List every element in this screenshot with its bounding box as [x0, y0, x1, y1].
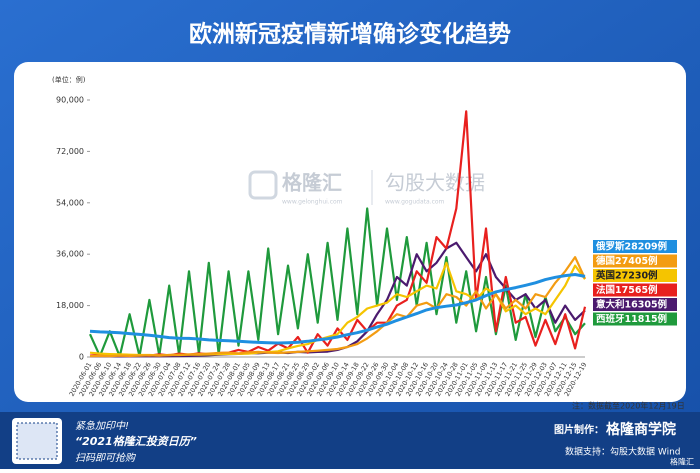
watermark-data-url: www.gogudata.com [385, 199, 445, 206]
legend-label: 德国27405例 [596, 255, 658, 267]
legend-swatch [593, 254, 677, 268]
footer-action: 扫码即可抢购 [75, 452, 137, 464]
legend-label: 俄罗斯28209例 [595, 241, 667, 253]
y-tick-label: 90,000 [56, 96, 84, 105]
footer [0, 412, 700, 469]
legend-item: 西班牙11815例 [593, 312, 677, 326]
watermark: 格隆汇 www.gelonghui.com 勾股大数据 www.gogudata… [248, 170, 485, 206]
watermark-brand: 格隆汇 [282, 171, 342, 195]
line-5 [88, 207, 586, 358]
y-tick-label: 72,000 [56, 147, 84, 156]
legend-item: 意大利16305例 [593, 298, 677, 311]
footer-urgent: 紧急加印中! [75, 420, 129, 432]
line-1 [89, 256, 586, 358]
legend-swatch [593, 269, 677, 282]
y-tick-label: 18,000 [56, 301, 84, 310]
y-tick-label: 36,000 [56, 250, 84, 259]
logo: 格隆汇 [670, 457, 694, 467]
legend-label: 英国27230例 [596, 270, 658, 282]
chart-panel [14, 62, 686, 402]
maker: 格隆商学院 [606, 421, 676, 438]
y-unit: (单位：例) [52, 75, 86, 84]
legend-swatch [593, 240, 677, 253]
legend-swatch [593, 283, 677, 297]
y-tick-label: 54,000 [56, 198, 84, 207]
title: 欧洲新冠疫情新增确诊变化趋势 [189, 21, 511, 48]
watermark-url: www.gelonghui.com [282, 199, 343, 206]
legend-item: 法国17565例 [593, 283, 677, 297]
legend-swatch [593, 298, 677, 311]
legend-label: 西班牙11815例 [596, 313, 667, 325]
footer-product: “2021格隆汇投资日历” [75, 435, 197, 448]
legend-swatch [593, 312, 677, 326]
maker-label: 图片制作： [554, 423, 604, 436]
y-tick-label: 0 [79, 353, 84, 362]
watermark-data: 勾股大数据 [385, 171, 485, 195]
legend-label: 意大利16305例 [596, 299, 667, 311]
note: 注：数据截至2020年12月19日 [572, 401, 685, 411]
legend-item: 英国27230例 [593, 269, 677, 282]
legend-label: 法国17565例 [596, 284, 658, 296]
qr-pattern [16, 422, 58, 460]
line-0 [89, 273, 586, 345]
legend-item: 德国27405例 [593, 254, 677, 268]
legend-item: 俄罗斯28209例 [593, 240, 677, 253]
source: 数据支持：勾股大数据 Wind [565, 446, 680, 458]
watermark-icon [248, 170, 278, 200]
